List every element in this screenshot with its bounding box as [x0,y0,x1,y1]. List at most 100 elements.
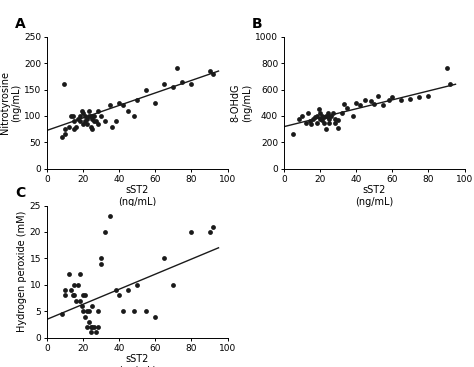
Point [443,65,450,71]
Point [313,113,320,119]
Point [94,121,101,127]
Point [58,311,65,317]
Point [67,113,74,119]
Point [188,81,195,87]
Text: A: A [15,17,26,31]
Point [109,124,116,130]
Point [210,224,217,230]
Point [130,308,137,314]
Point [65,124,73,130]
Point [188,229,195,235]
Point [344,105,351,111]
Point [161,81,168,87]
Point [78,108,85,114]
Point [82,113,89,119]
Point [119,308,127,314]
Point [356,102,364,108]
Point [87,113,94,119]
Point [125,108,132,114]
Point [85,319,92,325]
Point [94,308,101,314]
Point [76,298,83,304]
Point [308,121,315,127]
Point [101,118,109,124]
Point [67,287,74,293]
Point [78,303,85,309]
Point [89,126,96,132]
Point [295,116,302,121]
Point [152,313,159,319]
Point [353,100,360,106]
Point [82,118,89,124]
Point [425,93,432,99]
Point [367,98,374,104]
Point [161,255,168,261]
Point [71,118,78,124]
Point [134,97,141,103]
Point [322,113,329,119]
Point [290,131,297,137]
Point [143,87,150,92]
Point [107,213,114,219]
Point [82,313,89,319]
Point [83,324,91,330]
Point [112,287,119,293]
Point [62,126,69,132]
Point [320,115,328,120]
Point [82,292,89,298]
Point [326,116,333,121]
Point [62,131,69,137]
Point [331,116,338,121]
Point [398,97,405,103]
Point [89,116,96,121]
Point [313,120,320,126]
Point [65,271,73,277]
Point [71,292,78,298]
Point [94,108,101,114]
Point [317,116,324,121]
Point [62,292,69,298]
Point [407,96,414,102]
Point [74,282,82,288]
Point [62,287,69,293]
Point [340,101,347,107]
Point [98,113,105,119]
Point [89,303,96,309]
Point [73,298,80,304]
Point [319,117,326,123]
X-axis label: sST2
(ng/mL): sST2 (ng/mL) [118,354,156,367]
Point [87,324,94,330]
Point [89,324,96,330]
Point [349,113,356,119]
Point [91,324,98,330]
Y-axis label: Hydrogen peroxide (mM): Hydrogen peroxide (mM) [17,211,27,332]
Point [74,116,82,121]
Point [91,118,98,124]
Point [170,84,177,90]
Point [130,113,137,119]
Point [143,308,150,314]
Point [385,97,392,103]
Point [107,102,114,108]
Y-axis label: 8-OHdG
(ng/mL): 8-OHdG (ng/mL) [231,84,252,122]
Point [329,110,337,116]
Point [335,125,342,131]
Text: C: C [15,186,25,200]
X-axis label: sST2
(ng/mL): sST2 (ng/mL) [356,185,393,207]
Point [173,65,181,71]
Point [71,126,78,132]
Point [116,292,123,298]
Point [101,229,109,235]
Point [315,106,322,112]
Point [83,121,91,127]
Point [326,120,333,126]
Point [92,118,100,124]
Point [85,108,92,114]
Point [80,292,87,298]
Point [324,115,331,120]
Point [170,282,177,288]
Point [134,282,141,288]
Point [60,81,67,87]
Point [94,324,101,330]
Point [206,229,213,235]
